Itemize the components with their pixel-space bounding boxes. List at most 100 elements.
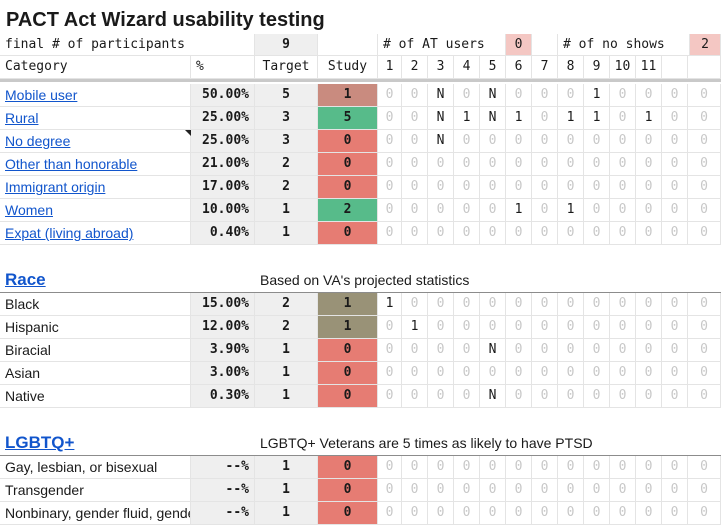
col-header-session-11[interactable]: 11 (636, 56, 662, 79)
target-cell[interactable]: 1 (255, 222, 318, 245)
session-cell[interactable]: 0 (636, 84, 662, 107)
session-cell[interactable]: 1 (402, 316, 428, 339)
session-cell[interactable]: 0 (610, 293, 636, 316)
session-cell[interactable]: 0 (378, 84, 402, 107)
session-cell[interactable]: 0 (532, 362, 558, 385)
category-cell[interactable]: Other than honorable (0, 153, 191, 176)
session-cell[interactable]: 0 (584, 176, 610, 199)
study-cell[interactable]: 0 (318, 339, 378, 362)
section-heading-2[interactable]: LGBTQ+ (5, 433, 75, 452)
session-cell[interactable]: 0 (610, 479, 636, 502)
study-cell[interactable]: 5 (318, 107, 378, 130)
session-cell[interactable]: 0 (532, 502, 558, 525)
session-cell[interactable]: 0 (610, 316, 636, 339)
category-cell[interactable]: Rural (0, 107, 191, 130)
session-cell[interactable]: 0 (662, 107, 688, 130)
session-cell[interactable]: 0 (506, 293, 532, 316)
sheet-title[interactable]: PACT Act Wizard usability testing (6, 9, 325, 31)
session-cell[interactable]: 0 (688, 362, 721, 385)
session-cell[interactable]: 0 (378, 153, 402, 176)
session-cell[interactable]: 0 (558, 362, 584, 385)
session-cell[interactable]: 1 (378, 293, 402, 316)
category-cell[interactable]: Biracial (0, 339, 191, 362)
session-cell[interactable]: 0 (584, 316, 610, 339)
session-cell[interactable]: 0 (662, 362, 688, 385)
session-cell[interactable]: 0 (506, 84, 532, 107)
section-heading-1[interactable]: Race (5, 270, 46, 289)
session-cell[interactable]: 0 (402, 339, 428, 362)
session-cell[interactable]: 0 (636, 293, 662, 316)
session-cell[interactable]: 0 (558, 153, 584, 176)
session-cell[interactable]: 0 (506, 385, 532, 408)
percent-cell[interactable]: 21.00% (191, 153, 255, 176)
session-cell[interactable]: 0 (558, 130, 584, 153)
session-cell[interactable]: 0 (662, 84, 688, 107)
no-shows-label[interactable]: # of no shows (558, 34, 690, 56)
session-cell[interactable]: 0 (480, 199, 506, 222)
percent-cell[interactable]: --% (191, 479, 255, 502)
session-cell[interactable]: 0 (558, 339, 584, 362)
study-cell[interactable]: 0 (318, 222, 378, 245)
session-cell[interactable]: 0 (506, 222, 532, 245)
session-cell[interactable]: 0 (558, 385, 584, 408)
session-cell[interactable]: 0 (378, 479, 402, 502)
session-cell[interactable]: 0 (378, 385, 402, 408)
col-header-study[interactable]: Study (318, 56, 378, 79)
session-cell[interactable]: 0 (506, 362, 532, 385)
session-cell[interactable]: 0 (662, 153, 688, 176)
session-cell[interactable]: 0 (402, 176, 428, 199)
session-cell[interactable]: 0 (584, 502, 610, 525)
col-header-session-8[interactable]: 8 (558, 56, 584, 79)
session-cell[interactable]: 0 (584, 339, 610, 362)
target-cell[interactable]: 5 (255, 84, 318, 107)
session-cell[interactable]: 0 (636, 222, 662, 245)
category-cell[interactable]: Black (0, 293, 191, 316)
session-cell[interactable]: 1 (584, 107, 610, 130)
target-cell[interactable]: 2 (255, 176, 318, 199)
session-cell[interactable]: 0 (688, 502, 721, 525)
session-cell[interactable]: 0 (454, 456, 480, 479)
category-cell[interactable]: Nonbinary, gender fluid, gender non-conf… (0, 502, 191, 525)
session-cell[interactable]: 0 (558, 456, 584, 479)
study-cell[interactable]: 0 (318, 130, 378, 153)
category-cell[interactable]: Gay, lesbian, or bisexual (0, 456, 191, 479)
at-users-count[interactable]: 0 (506, 34, 532, 56)
session-cell[interactable]: 0 (428, 502, 454, 525)
session-cell[interactable]: 0 (532, 339, 558, 362)
session-cell[interactable]: 0 (454, 84, 480, 107)
session-cell[interactable]: 0 (688, 293, 721, 316)
session-cell[interactable]: 0 (688, 107, 721, 130)
session-cell[interactable]: 0 (636, 130, 662, 153)
col-header-empty[interactable] (688, 56, 721, 79)
session-cell[interactable]: 0 (428, 362, 454, 385)
session-cell[interactable]: N (480, 339, 506, 362)
session-cell[interactable]: 0 (480, 176, 506, 199)
session-cell[interactable]: 0 (610, 456, 636, 479)
session-cell[interactable]: 0 (558, 502, 584, 525)
session-cell[interactable]: 0 (662, 199, 688, 222)
study-cell[interactable]: 0 (318, 502, 378, 525)
session-cell[interactable]: 0 (662, 502, 688, 525)
session-cell[interactable]: 0 (584, 385, 610, 408)
session-cell[interactable]: 0 (662, 222, 688, 245)
session-cell[interactable]: N (428, 130, 454, 153)
session-cell[interactable]: 1 (506, 107, 532, 130)
session-cell[interactable]: 0 (480, 456, 506, 479)
study-cell[interactable]: 2 (318, 199, 378, 222)
session-cell[interactable]: 0 (532, 84, 558, 107)
session-cell[interactable]: 0 (532, 222, 558, 245)
session-cell[interactable]: 0 (532, 293, 558, 316)
session-cell[interactable]: 0 (402, 293, 428, 316)
target-cell[interactable]: 2 (255, 153, 318, 176)
category-cell[interactable]: Women (0, 199, 191, 222)
participants-label[interactable]: final # of participants (0, 34, 255, 56)
percent-cell[interactable]: 10.00% (191, 199, 255, 222)
session-cell[interactable]: 0 (636, 456, 662, 479)
session-cell[interactable]: 0 (428, 222, 454, 245)
target-cell[interactable]: 1 (255, 339, 318, 362)
session-cell[interactable]: 0 (506, 456, 532, 479)
participants-count[interactable]: 9 (255, 34, 318, 56)
session-cell[interactable]: 0 (636, 199, 662, 222)
percent-cell[interactable]: --% (191, 502, 255, 525)
session-cell[interactable]: 0 (402, 199, 428, 222)
